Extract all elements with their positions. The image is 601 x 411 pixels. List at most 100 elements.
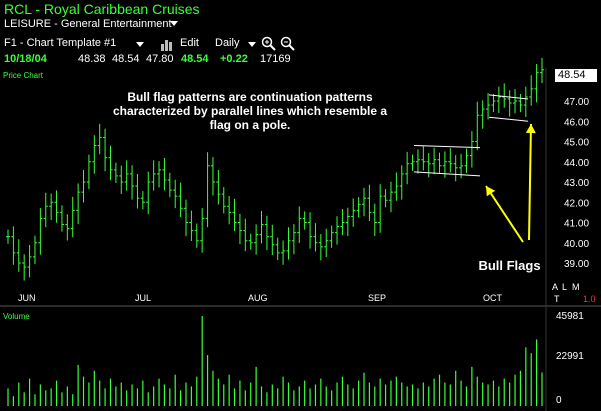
price-bar	[432, 147, 437, 175]
price-bar	[205, 152, 210, 228]
edit-button[interactable]: Edit	[180, 37, 199, 49]
linear-scale-button[interactable]: L	[562, 282, 568, 292]
price-axis-tick: 46.00	[564, 117, 589, 128]
zoom-out-icon[interactable]	[280, 36, 296, 52]
price-bar	[502, 83, 507, 108]
period-select[interactable]: Daily	[215, 37, 240, 49]
price-bar	[221, 187, 226, 214]
price-bar	[254, 224, 259, 255]
price-bar	[405, 151, 410, 185]
price-bar	[54, 190, 59, 223]
price-bar	[410, 154, 415, 171]
price-bar	[291, 223, 296, 255]
price-axis-tick: 47.00	[564, 97, 589, 108]
quote-high: 48.54	[112, 53, 140, 65]
price-bar	[329, 225, 334, 248]
quote-change: +0.22	[220, 53, 248, 65]
price-bar	[513, 89, 518, 114]
month-label: JUN	[18, 293, 36, 303]
sector-label[interactable]: LEISURE - General Entertainment	[4, 18, 172, 30]
price-bar	[76, 183, 81, 224]
price-bar	[345, 207, 350, 237]
price-axis-tick: 43.00	[564, 178, 589, 189]
auto-scale-button[interactable]: A	[552, 282, 559, 292]
price-bar	[426, 153, 431, 178]
quote-low: 47.80	[146, 53, 174, 65]
sector-bar: LEISURE - General Entertainment	[0, 17, 601, 33]
price-bar	[496, 86, 501, 113]
price-bar	[356, 197, 361, 218]
price-bar	[173, 179, 178, 209]
bar-chart-icon[interactable]	[160, 38, 174, 51]
price-bar	[302, 211, 307, 230]
chart-toolbar: F1 - Chart Template #1 Edit Daily	[0, 35, 601, 53]
price-bar	[448, 148, 453, 173]
price-bar	[367, 184, 372, 222]
volume-axis-tick: 45981	[556, 311, 584, 322]
price-bar	[81, 170, 86, 203]
price-bar	[11, 226, 16, 265]
price-bar	[351, 198, 356, 227]
price-bar	[38, 208, 43, 255]
price-bar	[146, 171, 151, 215]
price-bar	[491, 93, 496, 113]
volume-label: Volume	[3, 312, 30, 321]
price-bar	[507, 90, 512, 117]
price-bar	[6, 229, 10, 244]
template-select[interactable]: F1 - Chart Template #1	[4, 37, 117, 49]
bull-flags-callout: Bull Flags	[478, 258, 541, 273]
price-bar	[22, 254, 27, 281]
price-bar	[281, 240, 286, 265]
template-dropdown-icon[interactable]	[136, 42, 144, 47]
scale-factor: 1.0	[583, 294, 596, 304]
price-bar	[464, 148, 469, 173]
price-bars	[6, 57, 544, 281]
sector-dropdown-icon[interactable]	[170, 21, 178, 26]
price-bar	[313, 223, 318, 252]
price-bar	[297, 206, 302, 243]
price-bar	[227, 195, 232, 225]
price-bar	[232, 198, 237, 232]
flag-upper-line	[413, 145, 481, 149]
price-bar	[178, 182, 183, 218]
quote-volume: 17169	[260, 53, 291, 65]
price-bar	[59, 205, 64, 232]
price-bar	[243, 218, 248, 252]
period-dropdown-icon[interactable]	[248, 42, 256, 47]
price-bar	[162, 157, 167, 191]
price-bar	[119, 165, 124, 194]
price-bar	[270, 224, 275, 256]
price-bar	[248, 233, 253, 250]
price-axis-tick: 41.00	[564, 219, 589, 230]
price-axis-tick: 40.00	[564, 239, 589, 250]
price-bar	[264, 215, 269, 251]
price-bar	[378, 184, 383, 233]
price-bar	[65, 214, 70, 241]
annotation-arrows	[485, 123, 536, 243]
flag-upper-line	[488, 94, 529, 100]
price-bar	[49, 193, 54, 220]
price-bar	[308, 212, 313, 249]
price-bar	[540, 57, 544, 83]
price-bar	[92, 135, 97, 174]
price-bar	[453, 155, 458, 182]
yellow-arrow	[525, 123, 536, 241]
price-bar	[124, 160, 129, 191]
quote-close: 48.54	[181, 53, 209, 65]
price-bar	[113, 162, 118, 184]
price-chart-label: Price Chart	[3, 71, 44, 80]
symbol-title[interactable]: RCL - Royal Caribbean Cruises	[4, 1, 200, 17]
tool-button[interactable]: T	[554, 294, 560, 304]
price-bar	[210, 157, 215, 196]
mode-button[interactable]: M	[572, 282, 580, 292]
quote-bar: 10/18/04 48.38 48.54 47.80 48.54 +0.22 1…	[0, 52, 601, 68]
price-bar	[167, 172, 172, 198]
price-bar	[415, 149, 420, 174]
price-bar	[237, 213, 242, 245]
price-bar	[157, 161, 162, 188]
price-bar	[529, 75, 534, 106]
price-bar	[151, 160, 156, 191]
flag-lower-line	[413, 171, 481, 177]
zoom-in-icon[interactable]	[261, 36, 277, 52]
